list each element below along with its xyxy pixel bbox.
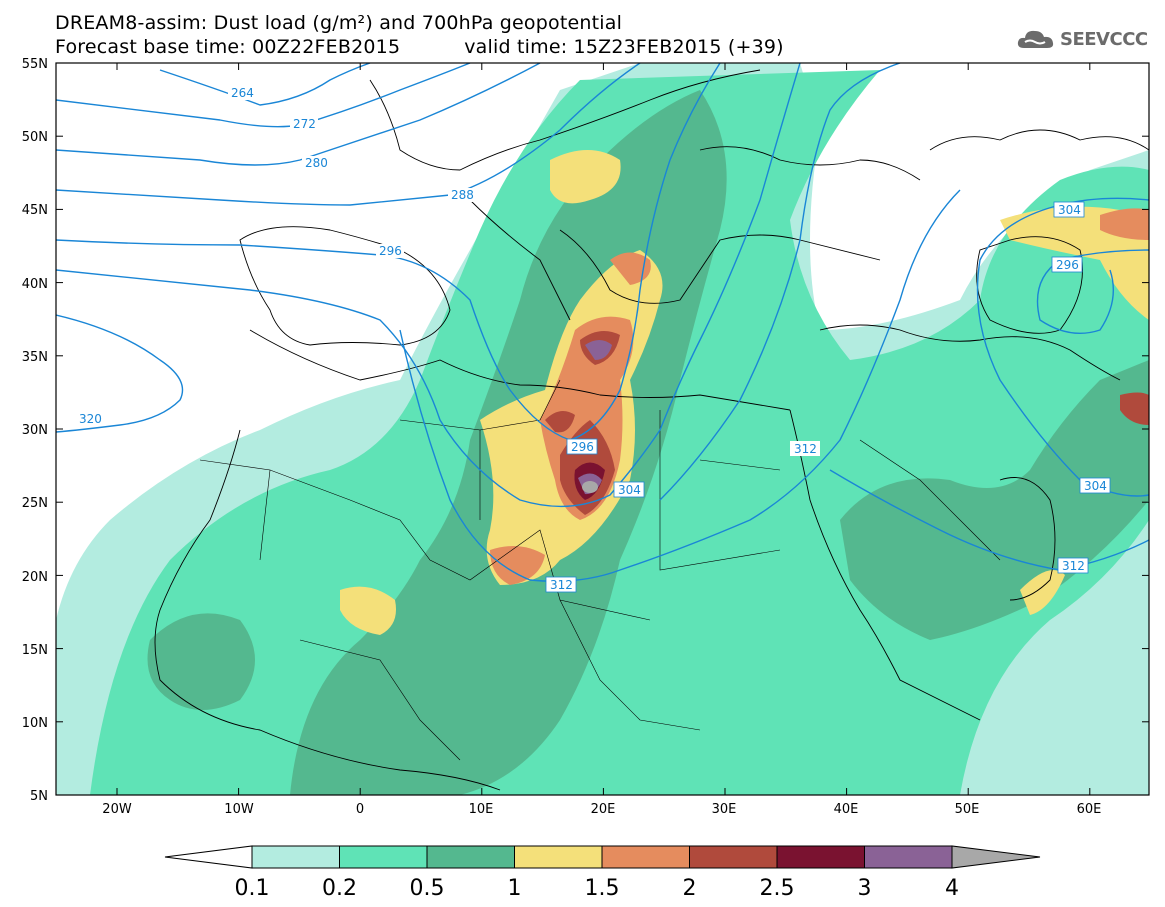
lat-label: 15N — [22, 643, 48, 658]
lon-label: 10E — [469, 802, 494, 817]
lon-label: 20W — [102, 802, 132, 817]
contour-label: 304 — [1084, 479, 1107, 493]
colorbar-tick-label: 2.5 — [760, 876, 795, 901]
contour-label: 320 — [79, 412, 102, 426]
contour-label: 288 — [451, 188, 474, 202]
colorbar-tick-label: 0.5 — [410, 876, 445, 901]
lat-label: 25N — [22, 496, 48, 511]
lat-label: 5N — [30, 789, 48, 804]
colorbar-cell — [864, 845, 953, 869]
lon-label: 60E — [1077, 802, 1102, 817]
lat-label: 50N — [22, 130, 48, 145]
colorbar-cell — [601, 845, 690, 869]
lat-label: 40N — [22, 277, 48, 292]
cloud-icon — [1017, 30, 1054, 48]
colorbar-cell — [339, 845, 428, 869]
axis-ticks — [56, 62, 1149, 796]
contour-label: 296 — [571, 440, 594, 454]
contour-label: 296 — [379, 244, 402, 258]
map-title: DREAM8-assim: Dust load (g/m²) and 700hP… — [55, 12, 623, 34]
dust-fill-grey — [582, 481, 598, 493]
contour-label: 280 — [305, 156, 328, 170]
contour-labels: 264 272 280 288 296 320 296 304 312 312 … — [76, 86, 1111, 593]
colorbar-tick-label: 3 — [858, 876, 872, 901]
colorbar-tick-label: 0.2 — [322, 876, 357, 901]
lon-label: 50E — [955, 802, 980, 817]
contour-label: 304 — [1058, 203, 1081, 217]
lon-label: 40E — [834, 802, 859, 817]
valid-time: valid time: 15Z23FEB2015 (+39) — [464, 36, 784, 58]
seevccc-logo: SEEVCCC — [1016, 26, 1148, 52]
colorbar-cell — [251, 845, 340, 869]
lat-label: 30N — [22, 423, 48, 438]
lat-label: 10N — [22, 716, 48, 731]
colorbar-tick-label: 1.5 — [585, 876, 620, 901]
colorbar-tick-label: 2 — [683, 876, 697, 901]
colorbar-tick-label: 4 — [945, 876, 959, 901]
base-time: Forecast base time: 00Z22FEB2015 — [55, 36, 401, 58]
lon-label: 30E — [712, 802, 737, 817]
colorbar-cell — [776, 845, 865, 869]
coastlines — [154, 69, 1149, 791]
lat-label: 45N — [22, 203, 48, 218]
contour-label: 264 — [231, 86, 254, 100]
map-area: 264 272 280 288 296 320 296 304 312 312 … — [56, 63, 1149, 795]
colorbar-max-arrow — [951, 845, 1041, 869]
map-subtitle: Forecast base time: 00Z22FEB2015 valid ti… — [55, 36, 784, 58]
contour-label: 312 — [794, 442, 817, 456]
contour-label: 296 — [1056, 258, 1079, 272]
lat-label: 55N — [22, 57, 48, 72]
contour-label: 272 — [293, 117, 316, 131]
latitude-labels: 55N 50N 45N 40N 35N 30N 25N 20N 15N 10N … — [22, 57, 48, 804]
colorbar-cell — [426, 845, 515, 869]
lat-label: 35N — [22, 350, 48, 365]
contour-label: 312 — [550, 578, 573, 592]
colorbar-tick-label: 1 — [508, 876, 522, 901]
colorbar-min-arrow — [164, 845, 253, 869]
lat-label: 20N — [22, 570, 48, 585]
colorbar: 0.1 0.2 0.5 1 1.5 2 2.5 3 4 — [164, 845, 1041, 901]
lon-label: 0 — [356, 802, 364, 817]
longitude-labels: 20W 10W 0 10E 20E 30E 40E 50E 60E — [102, 802, 1101, 817]
colorbar-tick-label: 0.1 — [235, 876, 270, 901]
colorbar-cell — [689, 845, 778, 869]
contour-label: 312 — [1062, 559, 1085, 573]
lon-label: 20E — [591, 802, 616, 817]
contour-label: 304 — [618, 483, 641, 497]
lon-label: 10W — [224, 802, 254, 817]
colorbar-cell — [514, 845, 603, 869]
